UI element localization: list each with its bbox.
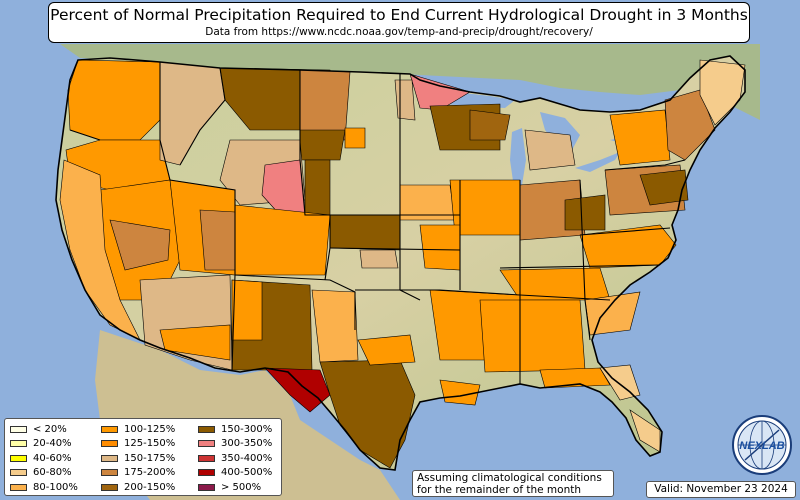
region-texas-east [357,334,416,366]
region-new-england [664,89,716,161]
region-texas-central [319,359,416,469]
region-nebraska-west [304,159,331,216]
note-line-2: for the remainder of the month [417,484,582,496]
legend-swatch [198,483,215,491]
legend-swatch [198,440,215,448]
legend-item: 150-300% [198,422,272,437]
legend-item: 150-175% [101,451,175,466]
legend-swatch [198,425,215,433]
legend-label: 175-200% [124,467,176,479]
legend-label: < 20% [33,423,67,435]
legend-label: 80-100% [33,481,78,493]
climatology-note: Assuming climatological conditions for t… [412,470,614,497]
region-north-dakota-west [299,69,351,141]
legend-item: 300-350% [198,437,272,452]
legend-swatch [101,425,118,433]
lake-michigan [510,128,526,188]
drought-regions [59,59,746,469]
region-alabama-georgia [479,299,586,373]
legend-item: 100-125% [101,422,175,437]
region-ohio-east [564,194,606,231]
legend-item: < 20% [10,422,78,437]
legend-label: 125-150% [124,438,176,450]
legend-label: 150-300% [221,423,273,435]
region-florida-panhandle [539,367,611,389]
legend-column-1: < 20% 20-40% 40-60% 60-80% 80-100% [10,422,78,495]
legend-swatch [10,440,27,448]
legend-swatch [10,425,27,433]
region-arizona-south [159,324,231,361]
region-minnesota-west [394,79,416,121]
region-texas-west [264,367,331,413]
legend-label: > 500% [221,481,262,493]
region-virginia-kentucky [579,224,677,269]
legend-item: 20-40% [10,437,78,452]
legend-item: 40-60% [10,451,78,466]
legend-swatch [101,454,118,462]
region-kansas-north [329,214,401,251]
region-louisiana [439,379,481,406]
legend-swatch [101,483,118,491]
legend-label: 400-500% [221,467,273,479]
legend-label: 350-400% [221,452,273,464]
region-texas-panhandle [311,289,359,363]
region-south-dakota-east [344,127,366,149]
legend-label: 100-125% [124,423,176,435]
legend-label: 20-40% [33,438,72,450]
legend-swatch [198,469,215,477]
logo-text: NEXLAB [739,440,784,452]
lake-erie [575,152,620,172]
legend-swatch [101,440,118,448]
state-boundaries [69,62,686,384]
legend-item: 60-80% [10,466,78,481]
region-missouri [419,224,461,271]
legend-label: 60-80% [33,467,72,479]
region-central-nevada [109,219,171,271]
legend-label: 300-350% [221,438,273,450]
globe-logo-icon: NEXLAB [732,415,792,475]
region-pacific-northwest [67,59,161,141]
title-box: Percent of Normal Precipitation Required… [48,2,750,43]
note-line-1: Assuming climatological conditions [417,472,602,484]
region-south-dakota-west [299,129,346,161]
legend-swatch [10,454,27,462]
canada-land [60,44,760,120]
legend-swatch [10,483,27,491]
region-kansas-east [359,249,399,269]
legend-swatch [10,469,27,477]
legend-item: > 500% [198,480,272,495]
legend-label: 150-175% [124,452,176,464]
legend-column-3: 150-300% 300-350% 350-400% 400-500% > 50… [198,422,272,495]
legend-item: 400-500% [198,466,272,481]
region-new-jersey [639,169,689,206]
map-subtitle: Data from https://www.ncdc.noaa.gov/temp… [205,26,593,38]
legend-label: 40-60% [33,452,72,464]
region-new-mexico-west [231,279,263,341]
region-new-york [609,109,671,166]
region-maine [699,59,746,126]
legend-item: 200-150% [101,480,175,495]
legend-label: 200-150% [124,481,176,493]
legend-item: 175-200% [101,466,175,481]
legend: < 20% 20-40% 40-60% 60-80% 80-100% 100-1… [4,418,282,496]
region-lower-michigan [524,129,576,171]
legend-column-2: 100-125% 125-150% 150-175% 175-200% 200-… [101,422,175,495]
legend-item: 80-100% [10,480,78,495]
country-border [55,55,746,471]
region-utah-south [199,209,236,271]
legend-item: 125-150% [101,437,175,452]
legend-swatch [198,454,215,462]
region-michigan-up [469,109,511,141]
legend-swatch [101,469,118,477]
legend-item: 350-400% [198,451,272,466]
valid-date: Valid: November 23 2024 [646,481,796,498]
map-title: Percent of Normal Precipitation Required… [50,6,748,24]
